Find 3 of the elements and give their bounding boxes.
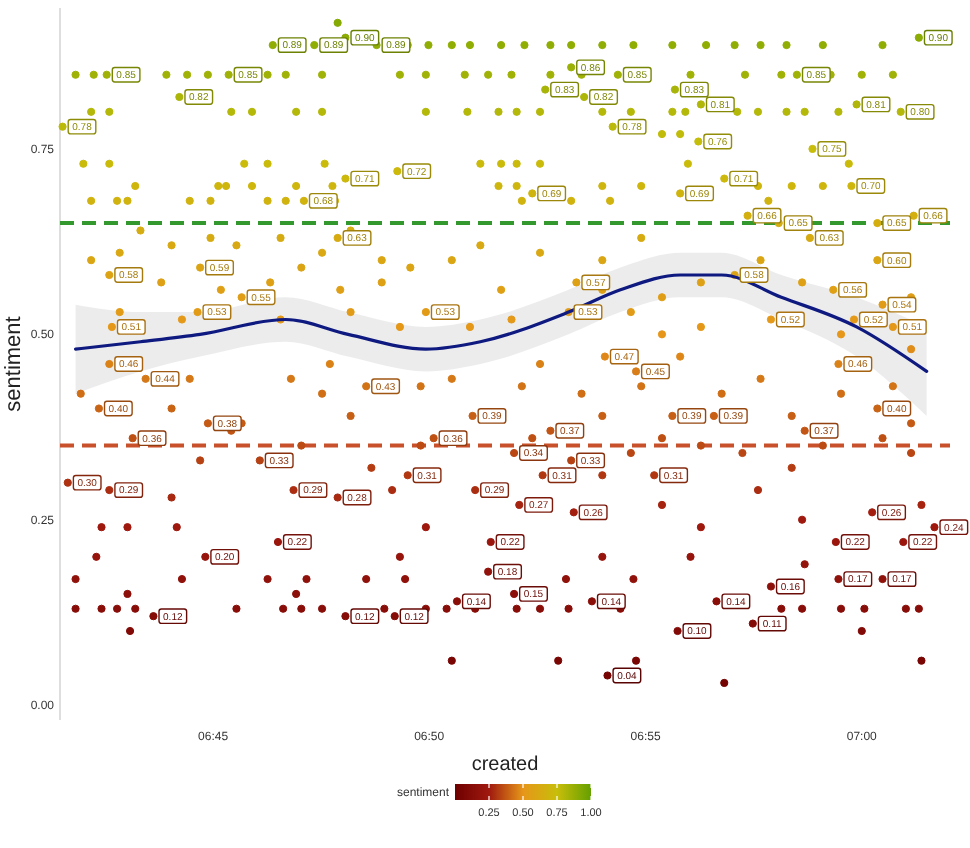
line-series <box>73 273 929 374</box>
x-axis-title: created <box>471 754 539 776</box>
y-axis-title: sentiment <box>2 316 26 412</box>
